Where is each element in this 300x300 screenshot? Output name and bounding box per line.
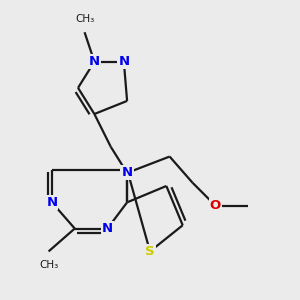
Text: S: S (145, 245, 155, 258)
Text: N: N (46, 196, 57, 209)
Text: N: N (122, 167, 133, 179)
Text: CH₃: CH₃ (39, 260, 58, 270)
Text: N: N (118, 55, 129, 68)
Text: CH₃: CH₃ (75, 14, 94, 24)
Text: N: N (89, 55, 100, 68)
Text: O: O (210, 199, 221, 212)
Text: N: N (102, 222, 113, 235)
